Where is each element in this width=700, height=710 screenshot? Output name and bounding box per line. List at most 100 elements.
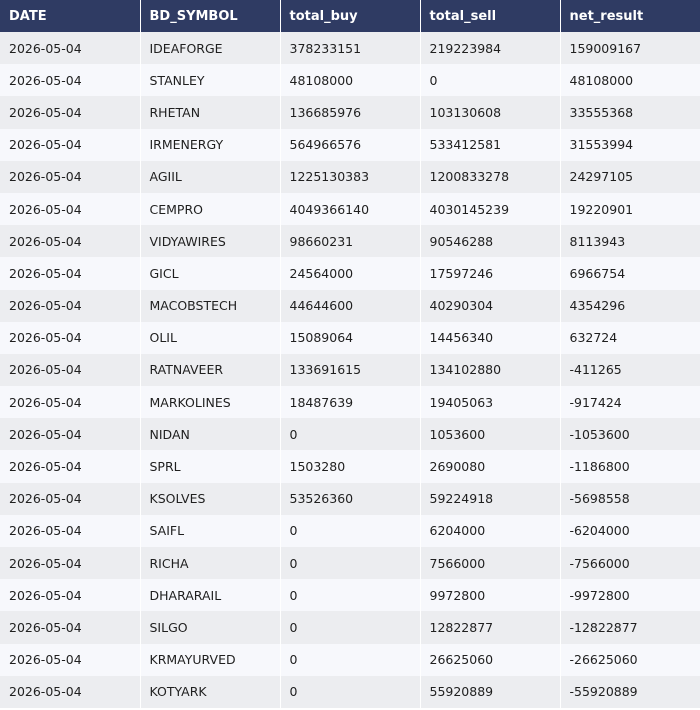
table-row[interactable]: 2026-05-04 SILGO 0 12822877 -12822877 [0, 611, 700, 644]
net-result-cell: -55920889 [560, 675, 700, 708]
table-row[interactable]: 2026-05-04 RHETAN 136685976 103130608 335553… [0, 96, 700, 129]
net-result-cell: -5698558 [560, 482, 700, 515]
total-buy-cell: 98660231 [280, 225, 421, 258]
total-buy-cell: 4049366140 [280, 192, 421, 226]
total-sell-cell: 26625060 [420, 643, 561, 676]
column-header-net-result[interactable]: net_result [560, 0, 700, 32]
table-row[interactable]: 2026-05-04 VIDYAWIRES 98660231 90546288 8113… [0, 225, 700, 258]
bd-symbol-cell: IDEAFORGE [140, 32, 281, 65]
table-header: DATE BD_SYMBOL total_buy total_sell net_… [0, 0, 700, 32]
table-row[interactable]: 2026-05-04 RICHA 0 7566000 -7566000 [0, 547, 700, 580]
total-sell-cell: 14456340 [420, 321, 561, 354]
date-cell: 2026-05-04 [0, 386, 141, 419]
table-row[interactable]: 2026-05-04 RATNAVEER 133691615 134102880 -41… [0, 353, 700, 387]
date-cell: 2026-05-04 [0, 257, 141, 290]
table-row[interactable]: 2026-05-04 KRMAYURVED 0 26625060 -26625060 [0, 643, 700, 676]
date-cell: 2026-05-04 [0, 450, 141, 483]
total-sell-cell: 7566000 [420, 547, 561, 580]
bd-symbol-cell: DHARARAIL [140, 579, 281, 612]
bd-symbol-cell: MARKOLINES [140, 386, 281, 419]
date-cell: 2026-05-04 [0, 353, 141, 387]
net-result-cell: -1186800 [560, 450, 700, 483]
bd-symbol-cell: IRMENERGY [140, 128, 281, 161]
total-sell-cell: 0 [420, 64, 561, 97]
bd-symbol-cell: OLIL [140, 321, 281, 354]
date-cell: 2026-05-04 [0, 128, 141, 161]
total-sell-cell: 533412581 [420, 128, 561, 161]
date-cell: 2026-05-04 [0, 611, 141, 644]
column-header-bd-symbol[interactable]: BD_SYMBOL [140, 0, 281, 32]
table-row[interactable]: 2026-05-04 MACOBSTECH 44644600 40290304 4354… [0, 289, 700, 322]
total-buy-cell: 564966576 [280, 128, 421, 161]
table-row[interactable]: 2026-05-04 CEMPRO 4049366140 4030145239 1922… [0, 192, 700, 226]
net-result-cell: -26625060 [560, 643, 700, 676]
bd-symbol-cell: AGIIL [140, 160, 281, 193]
date-cell: 2026-05-04 [0, 675, 141, 708]
table-row[interactable]: 2026-05-04 MARKOLINES 18487639 19405063 -917… [0, 386, 700, 419]
total-sell-cell: 17597246 [420, 257, 561, 290]
date-cell: 2026-05-04 [0, 64, 141, 97]
total-sell-cell: 2690080 [420, 450, 561, 483]
date-cell: 2026-05-04 [0, 418, 141, 451]
net-result-cell: 4354296 [560, 289, 700, 322]
net-result-cell: -7566000 [560, 547, 700, 580]
table-row[interactable]: 2026-05-04 SAIFL 0 6204000 -6204000 [0, 514, 700, 547]
total-buy-cell: 0 [280, 611, 421, 644]
date-cell: 2026-05-04 [0, 547, 141, 580]
net-result-cell: 8113943 [560, 225, 700, 258]
bd-symbol-cell: CEMPRO [140, 192, 281, 226]
date-cell: 2026-05-04 [0, 579, 141, 612]
bd-symbol-cell: RATNAVEER [140, 353, 281, 387]
total-buy-cell: 0 [280, 675, 421, 708]
date-cell: 2026-05-04 [0, 643, 141, 676]
bd-symbol-cell: MACOBSTECH [140, 289, 281, 322]
net-result-cell: -917424 [560, 386, 700, 419]
column-header-date[interactable]: DATE [0, 0, 141, 32]
total-sell-cell: 4030145239 [420, 192, 561, 226]
date-cell: 2026-05-04 [0, 160, 141, 193]
total-buy-cell: 0 [280, 547, 421, 580]
table-row[interactable]: 2026-05-04 OLIL 15089064 14456340 632724 [0, 321, 700, 354]
table-row[interactable]: 2026-05-04 NIDAN 0 1053600 -1053600 [0, 418, 700, 451]
column-header-total-buy[interactable]: total_buy [280, 0, 421, 32]
total-buy-cell: 53526360 [280, 482, 421, 515]
table-row[interactable]: 2026-05-04 KSOLVES 53526360 59224918 -569855… [0, 482, 700, 515]
date-cell: 2026-05-04 [0, 192, 141, 226]
date-cell: 2026-05-04 [0, 225, 141, 258]
total-buy-cell: 48108000 [280, 64, 421, 97]
total-buy-cell: 0 [280, 514, 421, 547]
total-sell-cell: 90546288 [420, 225, 561, 258]
net-result-cell: -9972800 [560, 579, 700, 612]
total-buy-cell: 0 [280, 643, 421, 676]
bd-symbol-cell: RICHA [140, 547, 281, 580]
date-cell: 2026-05-04 [0, 514, 141, 547]
header-row: DATE BD_SYMBOL total_buy total_sell net_… [0, 0, 700, 32]
bd-symbol-cell: STANLEY [140, 64, 281, 97]
table-row[interactable]: 2026-05-04 STANLEY 48108000 0 48108000 [0, 64, 700, 97]
total-buy-cell: 15089064 [280, 321, 421, 354]
net-result-cell: -411265 [560, 353, 700, 387]
net-result-cell: 48108000 [560, 64, 700, 97]
table-body: 2026-05-04 IDEAFORGE 378233151 219223984 159… [0, 32, 700, 708]
total-sell-cell: 103130608 [420, 96, 561, 129]
column-header-total-sell[interactable]: total_sell [420, 0, 561, 32]
total-sell-cell: 1053600 [420, 418, 561, 451]
table-row[interactable]: 2026-05-04 DHARARAIL 0 9972800 -9972800 [0, 579, 700, 612]
table-row[interactable]: 2026-05-04 KOTYARK 0 55920889 -55920889 [0, 675, 700, 708]
net-result-cell: -12822877 [560, 611, 700, 644]
bd-symbol-cell: KSOLVES [140, 482, 281, 515]
table-row[interactable]: 2026-05-04 GICL 24564000 17597246 6966754 [0, 257, 700, 290]
total-buy-cell: 378233151 [280, 32, 421, 65]
date-cell: 2026-05-04 [0, 482, 141, 515]
table-row[interactable]: 2026-05-04 IDEAFORGE 378233151 219223984 159… [0, 32, 700, 65]
table-row[interactable]: 2026-05-04 AGIIL 1225130383 1200833278 24297… [0, 160, 700, 193]
net-result-cell: 33555368 [560, 96, 700, 129]
table-row[interactable]: 2026-05-04 SPRL 1503280 2690080 -1186800 [0, 450, 700, 483]
total-sell-cell: 12822877 [420, 611, 561, 644]
bd-symbol-cell: GICL [140, 257, 281, 290]
date-cell: 2026-05-04 [0, 289, 141, 322]
total-buy-cell: 0 [280, 579, 421, 612]
bd-symbol-cell: SAIFL [140, 514, 281, 547]
table-row[interactable]: 2026-05-04 IRMENERGY 564966576 533412581 315… [0, 128, 700, 161]
